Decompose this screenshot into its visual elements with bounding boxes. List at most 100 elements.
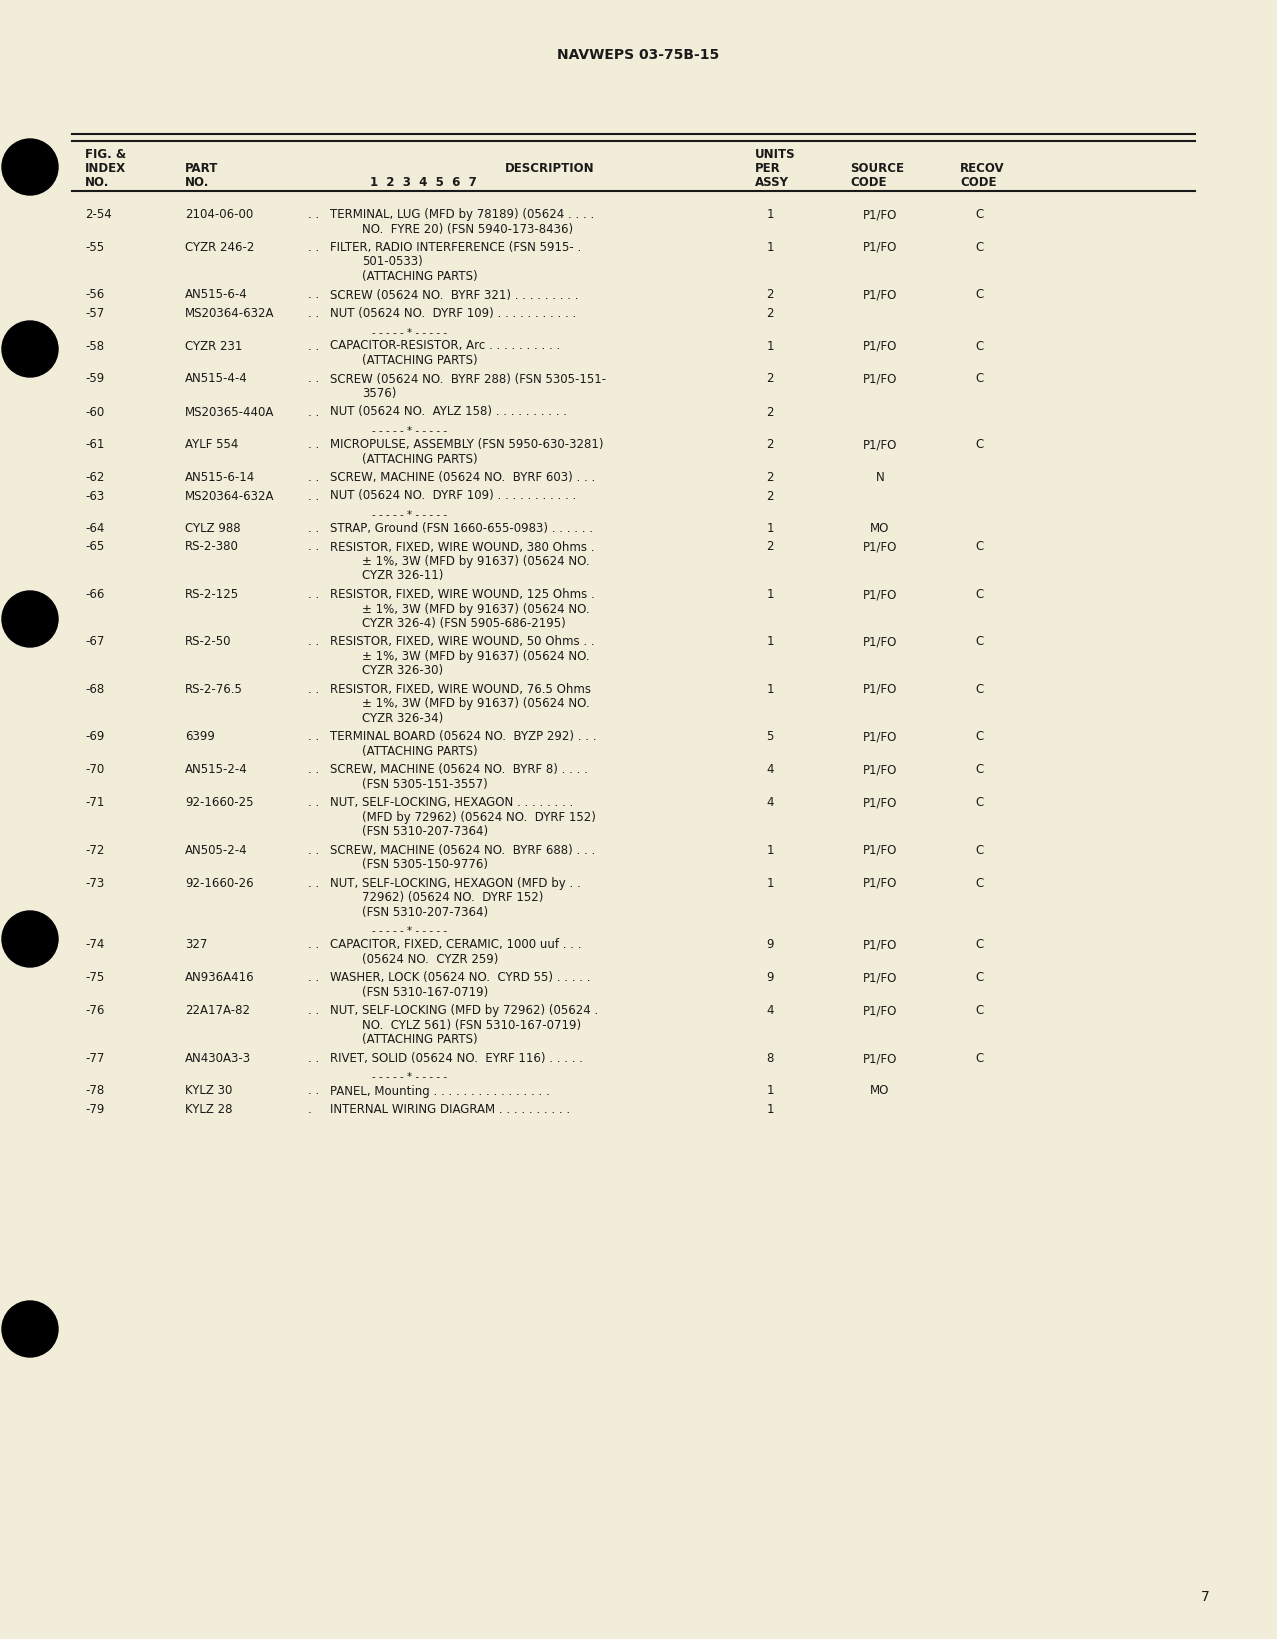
Text: . .: . . <box>308 405 319 418</box>
Text: STRAP, Ground (FSN 1660-655-0983) . . . . . .: STRAP, Ground (FSN 1660-655-0983) . . . … <box>329 521 593 534</box>
Text: RESISTOR, FIXED, WIRE WOUND, 380 Ohms .: RESISTOR, FIXED, WIRE WOUND, 380 Ohms . <box>329 541 595 554</box>
Text: (FSN 5305-151-3557): (FSN 5305-151-3557) <box>361 777 488 790</box>
Text: . .: . . <box>308 241 319 254</box>
Text: 8: 8 <box>766 1051 774 1064</box>
Text: NUT, SELF-LOCKING, HEXAGON (MFD by . .: NUT, SELF-LOCKING, HEXAGON (MFD by . . <box>329 877 581 890</box>
Text: (FSN 5310-167-0719): (FSN 5310-167-0719) <box>361 985 488 998</box>
Text: 7: 7 <box>1202 1590 1211 1603</box>
Text: -72: -72 <box>86 844 105 857</box>
Text: ± 1%, 3W (MFD by 91637) (05624 NO.: ± 1%, 3W (MFD by 91637) (05624 NO. <box>361 697 590 710</box>
Text: P1/FO: P1/FO <box>863 339 898 352</box>
Text: . .: . . <box>308 938 319 951</box>
Text: -65: -65 <box>86 541 105 554</box>
Text: P1/FO: P1/FO <box>863 970 898 983</box>
Text: . .: . . <box>308 877 319 890</box>
Text: -55: -55 <box>86 241 105 254</box>
Text: C: C <box>976 764 985 775</box>
Text: CYZR 231: CYZR 231 <box>185 339 243 352</box>
Text: WASHER, LOCK (05624 NO.  CYRD 55) . . . . .: WASHER, LOCK (05624 NO. CYRD 55) . . . .… <box>329 970 590 983</box>
Text: PART: PART <box>185 162 218 175</box>
Text: KYLZ 28: KYLZ 28 <box>185 1103 232 1115</box>
Text: MO: MO <box>871 521 890 534</box>
Text: PER: PER <box>755 162 780 175</box>
Text: C: C <box>976 241 985 254</box>
Text: 1: 1 <box>766 339 774 352</box>
Text: -71: -71 <box>86 797 105 810</box>
Text: . .: . . <box>308 764 319 775</box>
Text: -64: -64 <box>86 521 105 534</box>
Text: . .: . . <box>308 729 319 742</box>
Text: P1/FO: P1/FO <box>863 844 898 857</box>
Text: SCREW, MACHINE (05624 NO.  BYRF 603) . . .: SCREW, MACHINE (05624 NO. BYRF 603) . . … <box>329 470 595 484</box>
Text: P1/FO: P1/FO <box>863 634 898 647</box>
Text: P1/FO: P1/FO <box>863 1003 898 1016</box>
Text: 4: 4 <box>766 1003 774 1016</box>
Text: P1/FO: P1/FO <box>863 877 898 890</box>
Text: RS-2-76.5: RS-2-76.5 <box>185 682 243 695</box>
Text: FIG. &: FIG. & <box>86 148 126 161</box>
Text: . .: . . <box>308 541 319 554</box>
Text: SCREW (05624 NO.  BYRF 288) (FSN 5305-151-: SCREW (05624 NO. BYRF 288) (FSN 5305-151… <box>329 372 607 385</box>
Text: . .: . . <box>308 438 319 451</box>
Text: -76: -76 <box>86 1003 105 1016</box>
Text: -63: -63 <box>86 488 105 502</box>
Text: 1: 1 <box>766 1103 774 1115</box>
Text: RS-2-125: RS-2-125 <box>185 588 239 600</box>
Text: KYLZ 30: KYLZ 30 <box>185 1083 232 1096</box>
Text: C: C <box>976 438 985 451</box>
Text: (MFD by 72962) (05624 NO.  DYRF 152): (MFD by 72962) (05624 NO. DYRF 152) <box>361 811 596 823</box>
Text: 2: 2 <box>766 372 774 385</box>
Text: CYZR 326-11): CYZR 326-11) <box>361 569 443 582</box>
Text: 1: 1 <box>766 634 774 647</box>
Text: RESISTOR, FIXED, WIRE WOUND, 125 Ohms .: RESISTOR, FIXED, WIRE WOUND, 125 Ohms . <box>329 588 595 600</box>
Text: 22A17A-82: 22A17A-82 <box>185 1003 250 1016</box>
Text: P1/FO: P1/FO <box>863 729 898 742</box>
Text: 1: 1 <box>766 521 774 534</box>
Text: 2: 2 <box>766 405 774 418</box>
Text: 1: 1 <box>766 844 774 857</box>
Text: 1: 1 <box>766 208 774 221</box>
Text: C: C <box>976 797 985 810</box>
Text: AN505-2-4: AN505-2-4 <box>185 844 248 857</box>
Text: 4: 4 <box>766 797 774 810</box>
Text: SCREW, MACHINE (05624 NO.  BYRF 8) . . . .: SCREW, MACHINE (05624 NO. BYRF 8) . . . … <box>329 764 587 775</box>
Text: 1: 1 <box>766 241 774 254</box>
Text: 3576): 3576) <box>361 387 396 400</box>
Text: -69: -69 <box>86 729 105 742</box>
Text: 2: 2 <box>766 470 774 484</box>
Text: C: C <box>976 208 985 221</box>
Text: - - - - - * - - - - -: - - - - - * - - - - - <box>373 510 447 520</box>
Text: NUT (05624 NO.  AYLZ 158) . . . . . . . . . .: NUT (05624 NO. AYLZ 158) . . . . . . . .… <box>329 405 567 418</box>
Text: 9: 9 <box>766 970 774 983</box>
Text: AN515-6-4: AN515-6-4 <box>185 288 248 302</box>
Text: C: C <box>976 970 985 983</box>
Text: P1/FO: P1/FO <box>863 764 898 775</box>
Text: NO.: NO. <box>185 175 209 188</box>
Text: ± 1%, 3W (MFD by 91637) (05624 NO.: ± 1%, 3W (MFD by 91637) (05624 NO. <box>361 554 590 567</box>
Text: -57: -57 <box>86 306 105 320</box>
Text: (ATTACHING PARTS): (ATTACHING PARTS) <box>361 270 478 284</box>
Text: C: C <box>976 1051 985 1064</box>
Text: -68: -68 <box>86 682 105 695</box>
Text: MICROPULSE, ASSEMBLY (FSN 5950-630-3281): MICROPULSE, ASSEMBLY (FSN 5950-630-3281) <box>329 438 604 451</box>
Text: C: C <box>976 541 985 554</box>
Text: P1/FO: P1/FO <box>863 1051 898 1064</box>
Text: RESISTOR, FIXED, WIRE WOUND, 50 Ohms . .: RESISTOR, FIXED, WIRE WOUND, 50 Ohms . . <box>329 634 595 647</box>
Text: CAPACITOR, FIXED, CERAMIC, 1000 uuf . . .: CAPACITOR, FIXED, CERAMIC, 1000 uuf . . … <box>329 938 581 951</box>
Text: SOURCE: SOURCE <box>850 162 904 175</box>
Text: . .: . . <box>308 288 319 302</box>
Text: 6399: 6399 <box>185 729 215 742</box>
Text: NO.: NO. <box>86 175 110 188</box>
Text: C: C <box>976 372 985 385</box>
Text: -78: -78 <box>86 1083 105 1096</box>
Text: -77: -77 <box>86 1051 105 1064</box>
Text: -60: -60 <box>86 405 105 418</box>
Text: ± 1%, 3W (MFD by 91637) (05624 NO.: ± 1%, 3W (MFD by 91637) (05624 NO. <box>361 602 590 615</box>
Text: - - - - - * - - - - -: - - - - - * - - - - - <box>373 426 447 436</box>
Circle shape <box>3 1301 57 1357</box>
Text: C: C <box>976 1003 985 1016</box>
Text: ASSY: ASSY <box>755 175 789 188</box>
Text: . .: . . <box>308 339 319 352</box>
Text: CYLZ 988: CYLZ 988 <box>185 521 240 534</box>
Text: 2-54: 2-54 <box>86 208 112 221</box>
